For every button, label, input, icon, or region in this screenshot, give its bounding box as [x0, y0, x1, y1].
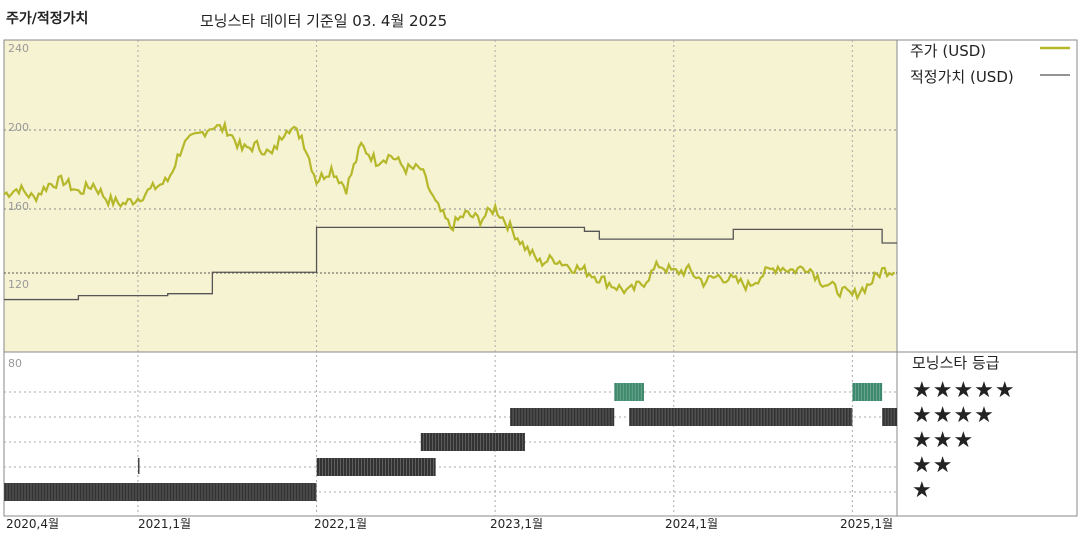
y-tick-200: 200 — [8, 121, 29, 134]
x-tick-2021-1: 2021,1월 — [138, 517, 192, 531]
chart-title: 주가/적정가치 — [6, 11, 89, 27]
rating-bar-4 — [629, 408, 853, 426]
rating-1-star: ★ — [912, 478, 933, 503]
y-tick-80: 80 — [8, 357, 22, 370]
rating-bar-4 — [510, 408, 615, 426]
rating-4-stars: ★★★★ — [912, 403, 995, 428]
rating-5-stars: ★★★★★ — [912, 378, 1016, 403]
price-panel — [3, 39, 898, 353]
legend-fair-label: 적정가치 (USD) — [910, 68, 1014, 86]
rating-2-stars: ★★ — [912, 453, 954, 478]
y-tick-120: 120 — [8, 278, 29, 291]
x-tick-2024-1: 2024,1월 — [665, 517, 719, 531]
legend-panel — [896, 39, 1078, 517]
rating-bar-1 — [4, 483, 317, 501]
rating-bar-5 — [614, 383, 644, 401]
rating-bar-2 — [316, 458, 436, 476]
rating-bar-5 — [852, 383, 883, 401]
y-tick-160: 160 — [8, 200, 29, 213]
price-line — [3, 119, 896, 302]
rating-bar-3 — [420, 433, 525, 451]
legend-price-label: 주가 (USD) — [910, 42, 987, 60]
rating-bar-2 — [137, 458, 140, 474]
rating-bar-4 — [882, 408, 897, 426]
chart-subtitle: 모닝스타 데이터 기준일 03. 4월 2025 — [200, 12, 448, 30]
fair-value-line — [4, 226, 897, 301]
y-tick-240: 240 — [8, 42, 29, 55]
x-tick-2023-1: 2023,1월 — [490, 517, 544, 531]
x-tick-2020-4: 2020,4월 — [6, 517, 60, 531]
x-tick-2025-1: 2025,1월 — [840, 517, 894, 531]
x-tick-2022-1: 2022,1월 — [314, 517, 368, 531]
rating-title: 모닝스타 등급 — [912, 354, 1000, 372]
rating-3-stars: ★★★ — [912, 428, 975, 453]
